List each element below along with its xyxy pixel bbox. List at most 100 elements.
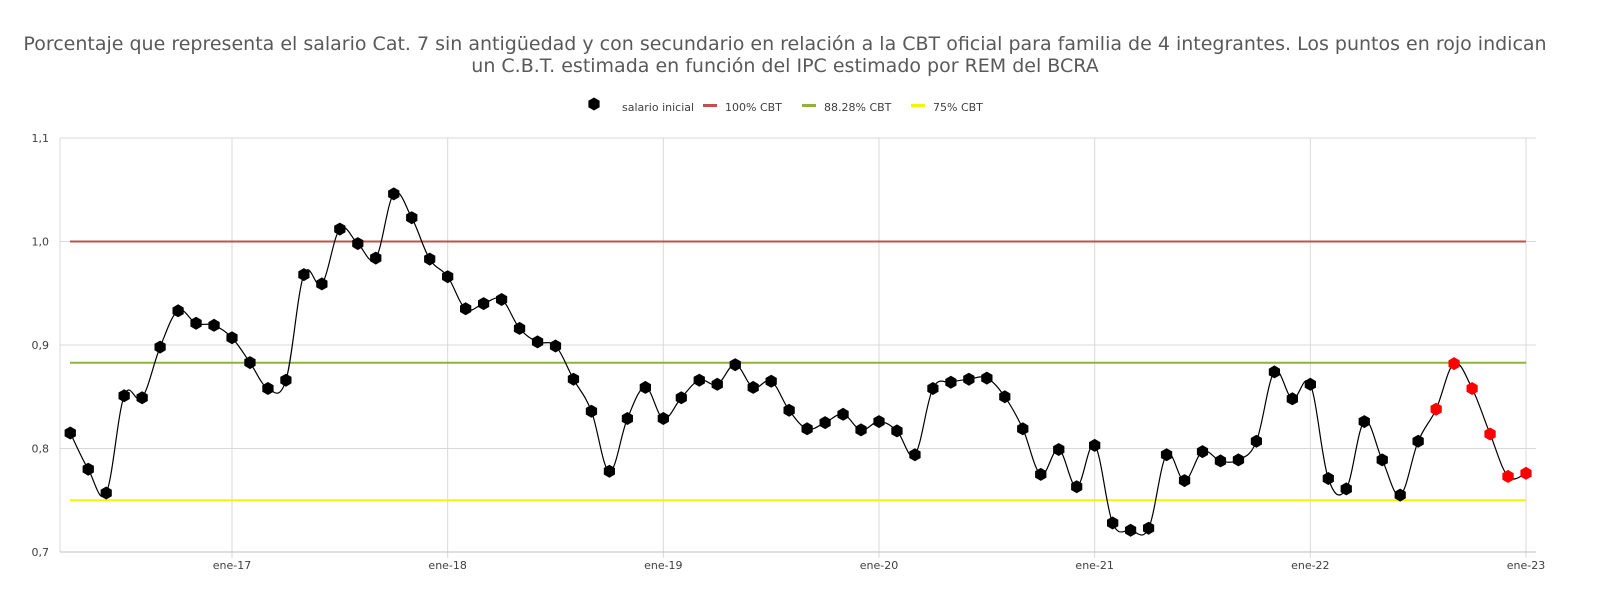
legend-marker-cbt75: [911, 104, 925, 107]
legend-item-salario: salario inicial: [588, 97, 694, 114]
data-point: [837, 407, 849, 421]
data-point: [1304, 377, 1316, 391]
data-point: [639, 380, 651, 394]
data-points: [64, 187, 1532, 537]
data-point: [621, 412, 633, 425]
x-axis-tick-labels: ene-17 ene-18 ene-19 ene-20 ene-21 ene-22 ene-…: [213, 559, 1545, 572]
data-point: [963, 372, 975, 386]
data-point: [1340, 482, 1352, 496]
chart-title-line-2: un C.B.T. estimada en función del IPC es…: [471, 55, 1098, 77]
y-tick-label: 1,0: [32, 236, 50, 249]
legend-item-cbt8828: 88.28% CBT: [802, 101, 892, 114]
data-point: [298, 268, 310, 282]
data-point: [64, 426, 76, 440]
legend-marker-cbt8828: [802, 104, 816, 107]
legend-label-cbt100: 100% CBT: [725, 101, 782, 114]
data-point: [1214, 454, 1227, 468]
x-tick-label: ene-18: [428, 559, 466, 572]
data-point: [1160, 448, 1173, 462]
data-point: [1358, 415, 1370, 429]
data-point: [855, 423, 867, 437]
legend-item-cbt75: 75% CBT: [911, 101, 983, 114]
chart-title: Porcentaje que representa el salario Cat…: [23, 33, 1546, 77]
data-point: [370, 251, 382, 265]
legend: salario inicial 100% CBT 88.28% CBT 75% …: [588, 97, 983, 114]
data-point: [1232, 453, 1245, 467]
data-point: [1196, 445, 1209, 459]
x-tick-label: ene-20: [860, 559, 898, 572]
data-point: [1322, 472, 1334, 485]
data-point: [316, 277, 328, 291]
data-point: [496, 293, 508, 306]
data-point-estimated: [1448, 357, 1460, 371]
data-point: [585, 404, 598, 418]
x-tick-label: ene-17: [213, 559, 251, 572]
data-point: [783, 403, 795, 417]
data-point: [711, 377, 723, 391]
data-point: [909, 448, 921, 462]
data-point: [999, 390, 1011, 404]
data-point: [927, 382, 939, 395]
data-point: [82, 462, 94, 476]
data-point: [549, 339, 562, 353]
data-point: [334, 222, 346, 236]
data-point: [819, 416, 831, 430]
data-point: [406, 211, 418, 225]
data-point: [442, 270, 454, 284]
data-point: [352, 237, 364, 251]
data-point: [1071, 480, 1083, 494]
data-point-estimated: [1430, 402, 1442, 416]
data-point: [945, 375, 957, 389]
data-point: [388, 187, 400, 201]
data-point: [1089, 438, 1101, 452]
data-point: [1412, 434, 1424, 448]
data-point: [1035, 467, 1047, 481]
data-point: [873, 415, 885, 429]
legend-marker-salario: [588, 97, 600, 111]
data-point: [154, 340, 166, 354]
legend-marker-cbt100: [703, 104, 717, 107]
data-point: [603, 464, 615, 478]
x-tick-label: ene-21: [1075, 559, 1113, 572]
data-point-estimated: [1466, 382, 1478, 395]
data-point: [280, 373, 292, 387]
data-point: [1178, 474, 1191, 488]
data-point: [1107, 516, 1119, 530]
data-point: [136, 391, 148, 405]
data-point: [891, 424, 903, 438]
data-point: [567, 372, 580, 386]
data-point: [226, 331, 238, 345]
chart-title-line-1: Porcentaje que representa el salario Cat…: [23, 33, 1546, 55]
data-point: [729, 358, 741, 372]
data-point: [1017, 422, 1029, 436]
data-point: [190, 316, 202, 330]
data-point: [1268, 365, 1280, 379]
data-point: [172, 304, 184, 318]
data-point: [675, 391, 687, 405]
x-tick-label: ene-23: [1507, 559, 1545, 572]
legend-label-cbt8828: 88.28% CBT: [824, 101, 892, 114]
data-point: [262, 382, 274, 395]
data-point: [118, 389, 130, 403]
data-point: [1376, 453, 1388, 467]
data-point: [513, 321, 526, 335]
data-point: [244, 356, 256, 370]
grid: [60, 137, 1536, 558]
data-point: [1394, 488, 1406, 502]
data-point: [531, 335, 544, 349]
data-point: [1143, 521, 1155, 535]
data-point: [208, 318, 220, 332]
data-point: [478, 297, 490, 311]
y-axis-tick-labels: 0,7 0,8 0,9 1,0 1,1: [32, 132, 50, 559]
axes: [59, 138, 1536, 553]
data-point: [1286, 392, 1298, 406]
y-tick-label: 0,9: [32, 339, 50, 352]
data-point-estimated: [1520, 466, 1532, 480]
data-point: [1053, 443, 1065, 456]
data-point-estimated: [1502, 469, 1514, 483]
data-point: [801, 422, 813, 436]
data-point: [657, 412, 669, 425]
data-point: [693, 373, 705, 387]
y-tick-label: 0,8: [32, 443, 50, 456]
